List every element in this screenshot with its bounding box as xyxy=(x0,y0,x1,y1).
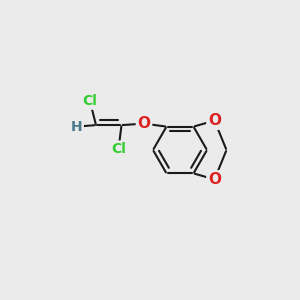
Text: O: O xyxy=(137,116,151,131)
Text: Cl: Cl xyxy=(82,94,98,108)
Text: O: O xyxy=(208,172,221,187)
Text: O: O xyxy=(208,113,221,128)
Text: H: H xyxy=(71,120,82,134)
Text: Cl: Cl xyxy=(111,142,126,156)
